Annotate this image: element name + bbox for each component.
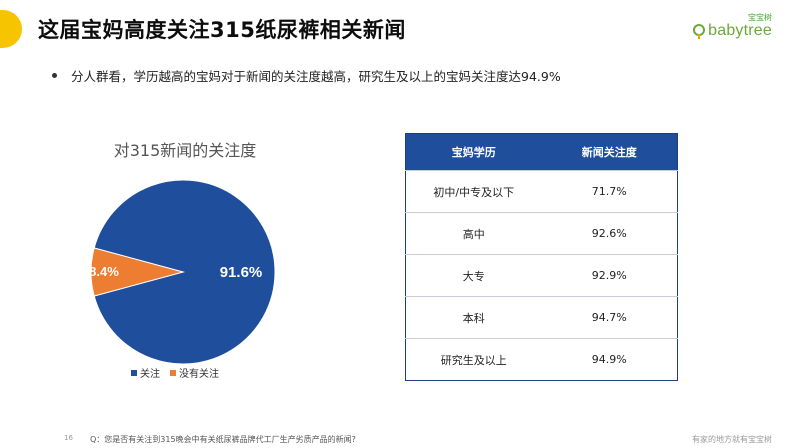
header-attention: 新闻关注度 — [541, 133, 678, 171]
table-row: 初中/中专及以下 71.7% — [405, 170, 678, 213]
legend-item-no-attention: 没有关注 — [170, 365, 219, 380]
legend-label-no-attention: 没有关注 — [179, 369, 219, 380]
cell-education: 高中 — [405, 212, 542, 255]
cell-attention: 94.9% — [541, 338, 678, 381]
table-row: 大专 92.9% — [405, 254, 678, 297]
survey-question: Q：您是否有关注到315晚会中有关纸尿裤品牌代工厂生产劣质产品的新闻? — [90, 435, 356, 444]
cell-attention: 92.6% — [541, 212, 678, 255]
bullet-dot — [52, 73, 57, 78]
pie-slice-no-attention — [90, 247, 185, 297]
babytree-logo: 宝宝树 babytree — [692, 13, 772, 40]
table-row: 本科 94.7% — [405, 296, 678, 339]
cell-education: 研究生及以上 — [405, 338, 542, 381]
table-header-row: 宝妈学历 新闻关注度 — [405, 133, 678, 171]
chart-title: 对315新闻的关注度 — [113, 141, 257, 160]
page-title: 这届宝妈高度关注315纸尿裤相关新闻 — [38, 18, 406, 42]
header-education: 宝妈学历 — [405, 133, 542, 171]
legend-item-attention: 关注 — [131, 365, 160, 380]
logo-text: babytree — [708, 22, 772, 39]
chart-legend: 关注 没有关注 — [131, 365, 229, 380]
cell-education: 本科 — [405, 296, 542, 339]
legend-label-attention: 关注 — [140, 369, 160, 380]
cell-attention: 94.7% — [541, 296, 678, 339]
pie-label-attention: 91.6% — [220, 264, 263, 281]
table-row: 研究生及以上 94.9% — [405, 338, 678, 381]
legend-swatch-no-attention — [170, 369, 176, 376]
summary-bullet: 分人群看，学历越高的宝妈对于新闻的关注度越高，研究生及以上的宝妈关注度达94.9… — [52, 66, 561, 85]
footer-slogan: 有家的地方就有宝宝树 — [692, 435, 772, 444]
cell-attention: 71.7% — [541, 170, 678, 213]
tree-icon — [693, 24, 706, 39]
cell-education: 大专 — [405, 254, 542, 297]
education-attention-table: 宝妈学历 新闻关注度 初中/中专及以下 71.7% 高中 92.6% 大专 92… — [405, 133, 678, 381]
table-row: 高中 92.6% — [405, 212, 678, 255]
summary-text: 分人群看，学历越高的宝妈对于新闻的关注度越高，研究生及以上的宝妈关注度达94.9… — [71, 69, 561, 84]
cell-attention: 92.9% — [541, 254, 678, 297]
title-accent-bar — [0, 10, 22, 48]
page-number: 16 — [64, 434, 73, 442]
pie-label-no-attention: 8.4% — [89, 264, 119, 279]
legend-swatch-attention — [131, 369, 137, 376]
logo-cn-text: 宝宝树 — [748, 13, 772, 22]
cell-education: 初中/中专及以下 — [405, 170, 542, 213]
